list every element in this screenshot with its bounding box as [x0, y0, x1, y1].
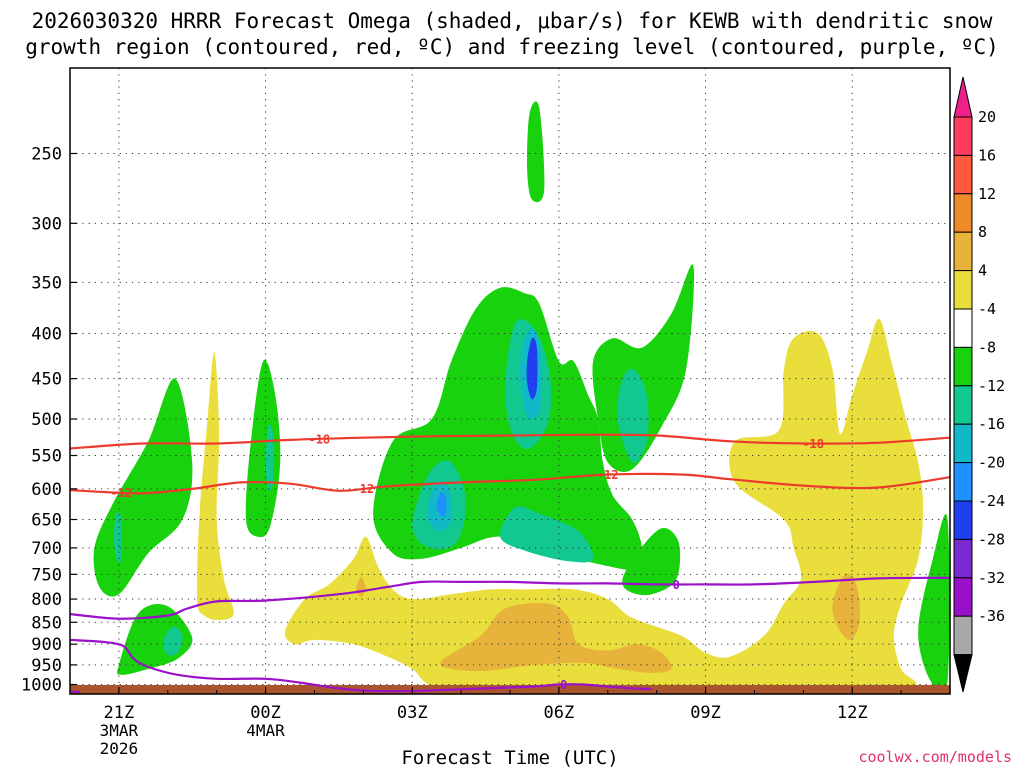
colorbar-label--8: -8 — [978, 338, 996, 356]
omega-shading — [93, 101, 950, 694]
colorbar-label--36: -36 — [978, 607, 1005, 625]
omega-region-22 — [832, 573, 861, 640]
dgz-label-minus12-mid: -12 — [352, 482, 374, 496]
y-tick-label-900: 900 — [31, 635, 62, 655]
chart-title: 2026030320 HRRR Forecast Omega (shaded, … — [32, 9, 993, 33]
y-tick-label-850: 850 — [31, 613, 62, 633]
dgz-isotherm-0 — [70, 433, 950, 450]
omega-region-6 — [622, 528, 681, 596]
y-tick-label-450: 450 — [31, 370, 62, 390]
omega-region-11 — [617, 369, 649, 464]
colorbar-top-cap — [953, 76, 973, 118]
colorbar-box--4 — [953, 308, 973, 348]
colorbar-box--32 — [953, 577, 973, 617]
omega-region-0 — [527, 101, 545, 203]
colorbar: 20 16 12 8 4 -4 -8 -12 -16 -20 -24 -28 -32 -36 — [953, 76, 1005, 693]
x-tick-label-12Z: 12Z — [837, 703, 868, 723]
x-tick-sublabel-4MAR: 4MAR — [246, 721, 285, 740]
colorbar-label-12: 12 — [978, 185, 996, 203]
colorbar-bottom-cap — [953, 654, 973, 693]
omega-region-20 — [284, 318, 924, 691]
omega-region-21 — [440, 603, 672, 673]
surface-band — [70, 685, 950, 694]
colorbar-box--28 — [953, 538, 973, 579]
colorbar-box--8 — [953, 346, 973, 387]
colorbar-label--4: -4 — [978, 300, 996, 318]
dgz-label-minus18-right: -18 — [802, 437, 824, 451]
freezing-label-0: 0 — [673, 578, 680, 592]
x-tick-label-09Z: 09Z — [690, 703, 721, 723]
dgz-label-minus12-right: -12 — [597, 468, 619, 482]
colorbar-label--28: -28 — [978, 530, 1005, 548]
colorbar-label--20: -20 — [978, 454, 1005, 472]
colorbar-box--12 — [953, 385, 973, 425]
freezing-level-line-2 — [70, 690, 80, 694]
y-tick-label-700: 700 — [31, 539, 62, 559]
x-tick-label-06Z: 06Z — [544, 703, 575, 723]
x-tick-label-21Z: 21Z — [104, 703, 135, 723]
colorbar-box-20 — [953, 116, 973, 156]
contour-labels: -18 -18 -12 -12 -12 0 0 — [110, 433, 824, 693]
y-tick-label-650: 650 — [31, 511, 62, 531]
y-tick-label-500: 500 — [31, 410, 62, 430]
dgz-isotherm-1 — [70, 472, 950, 495]
colorbar-label--16: -16 — [978, 415, 1005, 433]
colorbar-label-20: 20 — [978, 108, 996, 126]
colorbar-box-16 — [953, 154, 973, 195]
colorbar-box--20 — [953, 462, 973, 502]
x-tick-label-00Z: 00Z — [250, 703, 281, 723]
dgz-label-minus18-left: -18 — [308, 433, 330, 447]
colorbar-label-16: 16 — [978, 146, 996, 164]
omega-region-12 — [162, 626, 183, 656]
y-tick-label-600: 600 — [31, 480, 62, 500]
colorbar-label--24: -24 — [978, 492, 1005, 510]
dgz-label-minus12-left: -12 — [110, 486, 132, 500]
y-tick-label-300: 300 — [31, 214, 62, 234]
colorbar-label-4: 4 — [978, 262, 987, 280]
colorbar-label--32: -32 — [978, 569, 1005, 587]
footer-credit[interactable]: coolwx.com/models — [858, 748, 1012, 766]
x-tick-sublabel-3MAR: 3MAR — [100, 721, 139, 740]
omega-region-14 — [114, 512, 122, 563]
omega-region-7 — [918, 513, 950, 694]
x-tick-label-03Z: 03Z — [397, 703, 428, 723]
colorbar-box-12 — [953, 193, 973, 233]
y-tick-label-400: 400 — [31, 325, 62, 345]
grid-lines — [70, 68, 950, 694]
omega-region-3 — [117, 604, 193, 675]
y-tick-label-750: 750 — [31, 565, 62, 585]
freezing-level-line-0 — [70, 576, 950, 620]
colorbar-label--12: -12 — [978, 377, 1005, 395]
colorbar-box--16 — [953, 423, 973, 464]
chart-subtitle: growth region (contoured, red, ºC) and f… — [25, 35, 999, 59]
colorbar-label-8: 8 — [978, 223, 987, 241]
y-axis-ticks: 2503003504004505005506006507007508008509… — [21, 144, 77, 696]
y-tick-label-1000: 1000 — [21, 676, 62, 696]
x-tick-sublabel-2026: 2026 — [100, 739, 139, 758]
omega-region-2 — [245, 359, 281, 538]
freezing-level-line-1 — [70, 638, 652, 693]
y-tick-label-800: 800 — [31, 590, 62, 610]
colorbar-box-4 — [953, 270, 973, 310]
omega-region-17 — [436, 491, 447, 517]
omega-region-18 — [526, 337, 538, 400]
contour-lines — [70, 433, 950, 694]
colorbar-box--24 — [953, 500, 973, 540]
freezing-label-1: 0 — [560, 678, 567, 692]
y-tick-label-950: 950 — [31, 656, 62, 676]
y-tick-label-350: 350 — [31, 273, 62, 293]
y-tick-label-250: 250 — [31, 144, 62, 164]
y-tick-label-550: 550 — [31, 447, 62, 467]
x-axis-label: Forecast Time (UTC) — [401, 747, 618, 768]
colorbar-box--36 — [953, 615, 973, 656]
colorbar-box-8 — [953, 231, 973, 272]
